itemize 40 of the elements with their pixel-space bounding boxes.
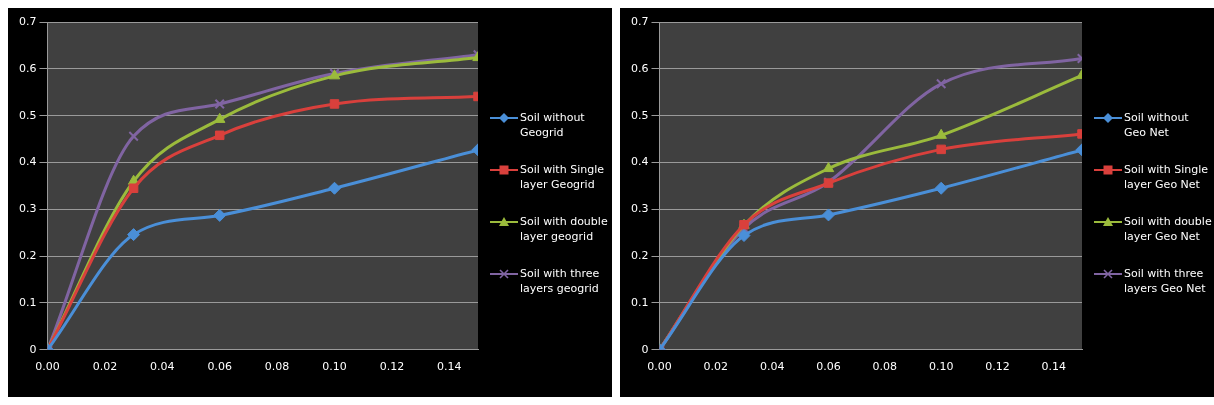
y-tick-label: 0.3 (630, 202, 649, 216)
legend-label: Soil with double layer geogrid (520, 213, 608, 244)
x-tick-label: 0.06 (816, 360, 841, 374)
x-tick-label: 0.14 (1041, 360, 1067, 374)
x-tick-label: 0.08 (872, 360, 898, 374)
y-tick-label: 0.1 (630, 295, 649, 309)
x-tick-label: 0.02 (703, 360, 729, 374)
y-tick-label: 0.2 (18, 249, 37, 262)
x-tick-label: 0.08 (264, 360, 290, 374)
x-tick-label: 0.12 (379, 360, 405, 374)
y-tick-label: 0.6 (630, 61, 649, 75)
y-tick-label: 0.7 (630, 14, 649, 28)
y-tick-label: 0.2 (630, 249, 649, 262)
y-tick-label: 0.6 (18, 61, 37, 75)
y-tick-label: 0 (641, 342, 649, 356)
x-tick-label: 0.04 (150, 360, 175, 374)
x-tick-label: 0.04 (759, 360, 785, 374)
y-tick-label: 0.4 (630, 155, 649, 169)
x-tick-label: 0.00 (647, 360, 672, 374)
x-tick-label: 0.12 (985, 360, 1010, 374)
y-tick-label: 0.1 (18, 295, 37, 309)
x-tick-label: 0.00 (35, 360, 60, 374)
y-tick-label: 0.4 (18, 155, 37, 169)
x-tick-label: 0.06 (207, 360, 232, 374)
x-tick-label: 0.02 (92, 360, 118, 374)
x-tick-label: 0.14 (437, 360, 462, 374)
y-tick-label: 0.5 (630, 108, 649, 122)
legend-label: Soil with Single layer Geogrid (520, 161, 605, 192)
legend-label: Soil with Single layer Geo Net (1124, 161, 1209, 192)
legend-label: Soil with double layer Geo Net (1124, 213, 1212, 244)
y-tick-label: 0.3 (18, 202, 37, 216)
legend-label: Soil without Geogrid (520, 109, 586, 140)
x-tick-label: 0.10 (322, 360, 347, 374)
y-tick-label: 0 (29, 342, 37, 356)
legend-label: Soil without Geo Net (1124, 109, 1190, 140)
y-tick-label: 0.5 (18, 108, 37, 122)
legend-label: Soil with three layers Geo Net (1124, 265, 1207, 296)
legend-label: Soil with three layers geogrid (520, 265, 601, 296)
y-tick-label: 0.7 (18, 14, 37, 28)
x-tick-label: 0.10 (928, 360, 954, 374)
